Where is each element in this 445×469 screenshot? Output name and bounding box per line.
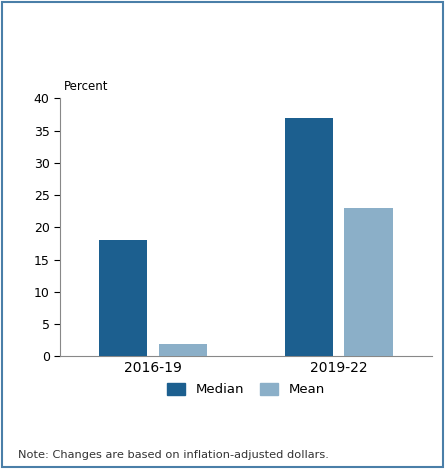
Bar	[285, 118, 333, 356]
Text: Note: Changes are based on inflation-adjusted dollars.: Note: Changes are based on inflation-adj…	[18, 450, 329, 460]
Bar	[344, 208, 392, 356]
Text: Percent: Percent	[64, 80, 108, 93]
Legend: Median, Mean: Median, Mean	[162, 379, 329, 400]
Bar	[158, 343, 207, 356]
Text: net worth, 2016–22 surveys: net worth, 2016–22 surveys	[18, 53, 257, 68]
Text: Figure 2. Change in median and mean family: Figure 2. Change in median and mean fami…	[18, 18, 402, 33]
Bar	[99, 240, 147, 356]
